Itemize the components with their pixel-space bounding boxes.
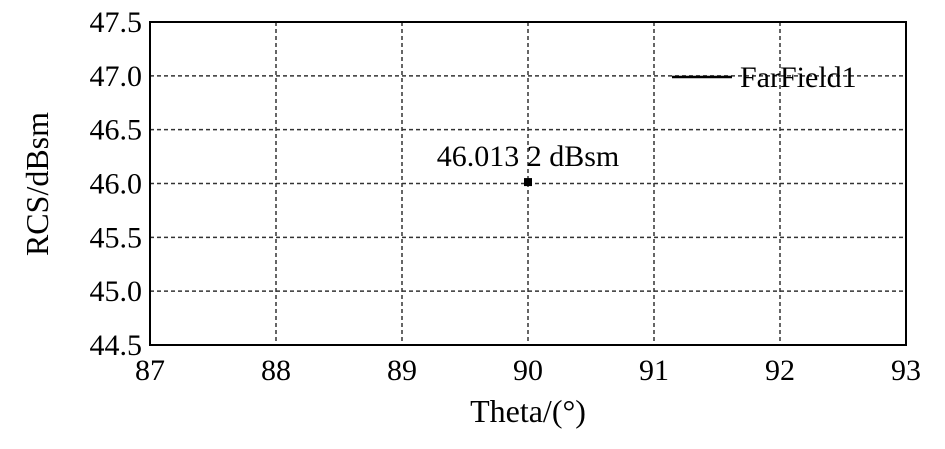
y-tick-label: 44.5 <box>90 329 143 362</box>
x-tick-label: 91 <box>639 354 669 387</box>
y-tick-label: 45.5 <box>90 221 143 254</box>
y-tick-label: 46.5 <box>90 114 143 147</box>
x-tick-label: 88 <box>261 354 291 387</box>
x-axis-title: Theta/(°) <box>470 393 586 429</box>
y-tick-label: 45.0 <box>90 275 143 308</box>
y-axis-title: RCS/dBsm <box>19 112 55 256</box>
y-tick-label: 46.0 <box>90 168 143 201</box>
x-tick-label: 87 <box>135 354 165 387</box>
plot-frame <box>149 21 907 346</box>
x-tick-label: 93 <box>891 354 921 387</box>
data-label: 46.013 2 dBsm <box>437 140 620 173</box>
point-marker <box>524 178 532 187</box>
y-tick-label: 47.5 <box>90 6 143 39</box>
x-tick-label: 89 <box>387 354 417 387</box>
y-tick-label: 47.0 <box>90 60 143 93</box>
x-tick-label: 92 <box>765 354 795 387</box>
x-tick-label: 90 <box>513 354 543 387</box>
legend-text: FarField1 <box>740 61 857 94</box>
